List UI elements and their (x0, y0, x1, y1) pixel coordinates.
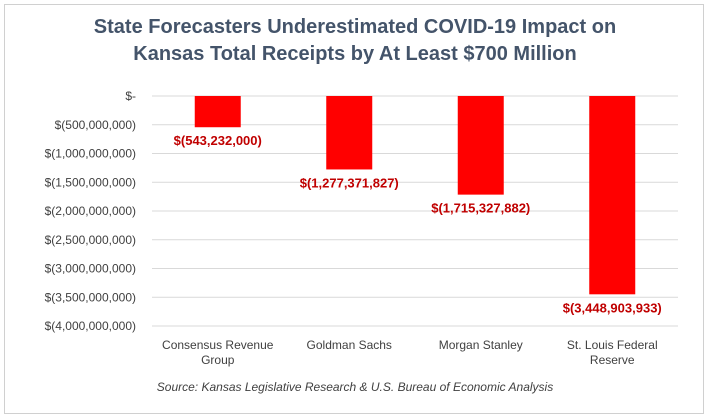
y-tick-label: $(500,000,000) (55, 118, 136, 132)
x-tick-label: St. Louis Federal (567, 338, 658, 352)
bar (194, 96, 241, 128)
x-tick-label: Morgan Stanley (439, 338, 523, 352)
chart-title-line-1: State Forecasters Underestimated COVID-1… (93, 16, 617, 38)
y-tick-label: $(3,000,000,000) (45, 262, 136, 276)
x-tick-label: Goldman Sachs (307, 338, 392, 352)
data-label: $(1,277,371,827) (300, 175, 399, 190)
y-tick-label: $(1,500,000,000) (45, 175, 136, 189)
y-tick-label: $(2,000,000,000) (45, 204, 136, 218)
chart-frame (4, 4, 704, 414)
y-tick-label: $- (125, 89, 136, 103)
bar (457, 96, 504, 195)
x-tick-label: Consensus Revenue (162, 338, 274, 352)
data-label: $(1,715,327,882) (431, 201, 530, 216)
chart-title-line-2: Kansas Total Receipts by At Least $700 M… (133, 43, 577, 65)
y-tick-label: $(3,500,000,000) (45, 290, 136, 304)
y-tick-label: $(2,500,000,000) (45, 233, 136, 247)
y-tick-label: $(4,000,000,000) (45, 319, 136, 333)
x-tick-label: Group (201, 353, 235, 367)
x-tick-label: Reserve (590, 353, 635, 367)
bar (589, 96, 636, 295)
chart-title: State Forecasters Underestimated COVID-1… (0, 14, 710, 68)
data-label: $(543,232,000) (174, 133, 262, 148)
chart-source: Source: Kansas Legislative Research & U.… (156, 380, 554, 394)
y-tick-label: $(1,000,000,000) (45, 147, 136, 161)
bar (326, 96, 373, 170)
data-label: $(3,448,903,933) (563, 300, 662, 315)
